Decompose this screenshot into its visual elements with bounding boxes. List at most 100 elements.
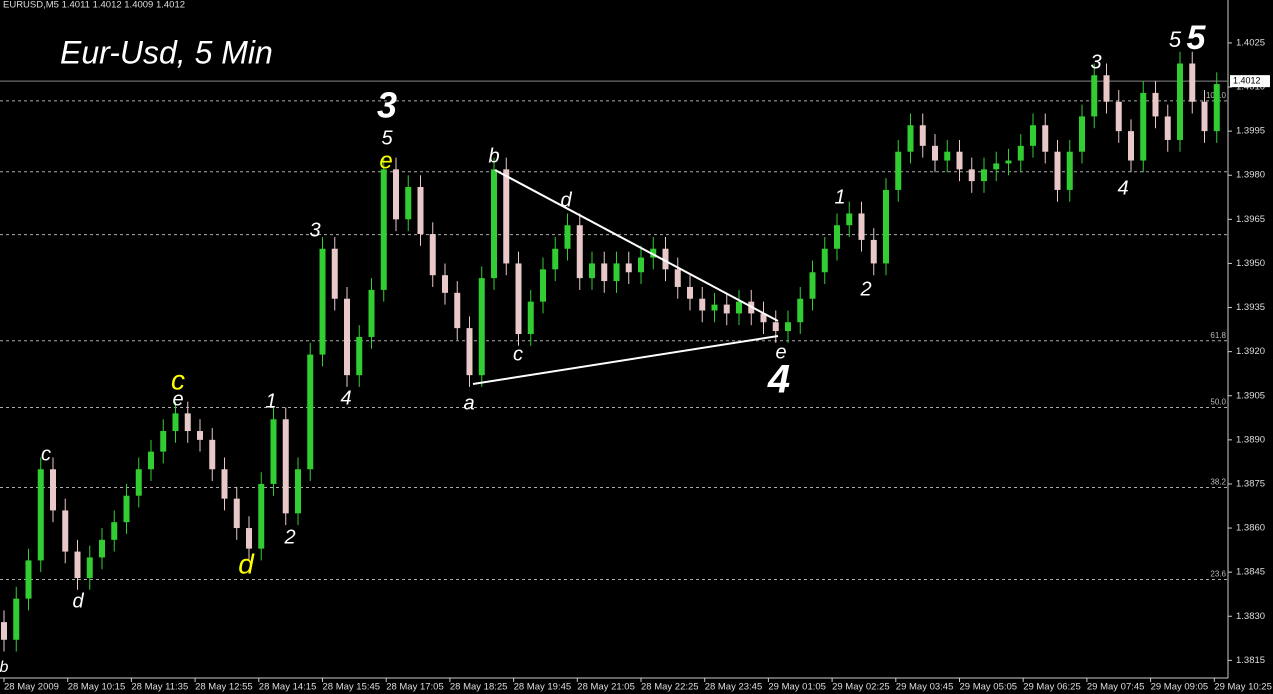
x-tick-label: 28 May 17:05 bbox=[386, 682, 444, 693]
x-tick-label: 28 May 21:05 bbox=[577, 682, 635, 693]
candle-body bbox=[417, 186, 424, 235]
candle-body bbox=[307, 354, 314, 470]
y-tick-label: 1.3860 bbox=[1236, 523, 1265, 534]
candle-body bbox=[1115, 101, 1122, 132]
candle-body bbox=[405, 186, 412, 220]
candle-body bbox=[797, 298, 804, 323]
candle-body bbox=[99, 539, 105, 558]
candle-body bbox=[993, 163, 1000, 170]
candle-body bbox=[1, 622, 7, 640]
candle-body bbox=[197, 431, 203, 440]
candle-body bbox=[491, 169, 497, 279]
candle-body bbox=[209, 439, 216, 470]
candle-body bbox=[968, 169, 975, 182]
wave-label: b bbox=[488, 145, 499, 167]
wave-label: c bbox=[41, 443, 51, 465]
candle-body bbox=[1128, 131, 1134, 161]
fib-level-label: 61.8 bbox=[1210, 331, 1226, 340]
wave-label: 5 bbox=[1169, 27, 1182, 52]
wave-label: 5 bbox=[1187, 19, 1207, 57]
candle-body bbox=[1017, 145, 1024, 161]
candle-body bbox=[944, 151, 951, 161]
candle-body bbox=[858, 213, 865, 240]
y-tick-label: 1.3830 bbox=[1236, 611, 1265, 622]
candle-body bbox=[589, 263, 595, 279]
candle-body bbox=[184, 413, 191, 432]
candle-body bbox=[13, 598, 20, 640]
x-tick-label: 29 May 10:25 bbox=[1214, 682, 1272, 693]
candle-body bbox=[1164, 116, 1171, 140]
wave-label: e bbox=[379, 147, 392, 174]
candle-body bbox=[442, 275, 448, 293]
candle-body bbox=[981, 169, 987, 182]
candle-body bbox=[50, 469, 56, 511]
candle-body bbox=[1189, 63, 1196, 102]
candle-body bbox=[515, 263, 522, 335]
candle-body bbox=[135, 469, 142, 496]
x-tick-label: 29 May 02:25 bbox=[832, 682, 890, 693]
candle-body bbox=[821, 248, 828, 273]
candle-body bbox=[1042, 125, 1049, 152]
fib-level-label: 50.0 bbox=[1210, 398, 1226, 407]
candle-body bbox=[564, 225, 571, 249]
candle-body bbox=[625, 263, 632, 273]
candle-body bbox=[478, 278, 485, 376]
candle-body bbox=[380, 169, 387, 290]
candle-body bbox=[674, 269, 681, 287]
candle-body bbox=[37, 469, 44, 561]
x-tick-label: 29 May 07:45 bbox=[1087, 682, 1145, 693]
candle-body bbox=[576, 225, 583, 279]
candle-body bbox=[1103, 75, 1110, 102]
candle-body bbox=[111, 522, 118, 540]
candle-body bbox=[1005, 160, 1012, 164]
y-tick-label: 1.3875 bbox=[1236, 478, 1265, 489]
x-tick-label: 29 May 03:45 bbox=[896, 682, 954, 693]
candle-body bbox=[368, 289, 375, 337]
triangle-lower bbox=[472, 335, 779, 385]
y-tick-label: 1.3935 bbox=[1236, 302, 1265, 313]
candle-body bbox=[282, 419, 289, 514]
candle-body bbox=[785, 322, 791, 332]
candle-body bbox=[736, 301, 742, 314]
wave-label: 4 bbox=[1117, 177, 1128, 199]
candle-body bbox=[650, 248, 657, 258]
y-tick-label: 1.3920 bbox=[1236, 346, 1265, 357]
wave-label: e bbox=[172, 388, 183, 410]
x-tick-label: 28 May 10:15 bbox=[68, 682, 126, 693]
candle-body bbox=[1177, 63, 1183, 140]
candle-body bbox=[883, 189, 889, 264]
x-tick-label: 29 May 06:25 bbox=[1023, 682, 1081, 693]
candle-body bbox=[1030, 125, 1036, 146]
candle-body bbox=[319, 248, 326, 355]
y-tick-label: 1.3905 bbox=[1236, 390, 1265, 401]
candle-body bbox=[662, 248, 669, 270]
candle-body bbox=[638, 257, 644, 273]
wave-label: 5 bbox=[381, 127, 393, 149]
price-tag-label: 1.4012 bbox=[1233, 76, 1261, 86]
wave-label: b bbox=[0, 659, 9, 676]
candle-body bbox=[772, 322, 779, 332]
candle-body bbox=[172, 413, 179, 432]
candle-body bbox=[393, 169, 399, 220]
y-tick-label: 1.3980 bbox=[1236, 170, 1265, 181]
fib-level-label: 23.6 bbox=[1210, 570, 1226, 579]
x-tick-label: 28 May 19:45 bbox=[514, 682, 572, 693]
wave-label: 3 bbox=[309, 219, 320, 241]
candle-body bbox=[258, 483, 265, 549]
candle-body bbox=[221, 469, 228, 499]
y-tick-label: 1.3995 bbox=[1236, 126, 1265, 137]
wave-label: a bbox=[463, 392, 474, 414]
candle-body bbox=[233, 498, 240, 529]
wave-label: 4 bbox=[340, 387, 351, 409]
candle-body bbox=[846, 213, 853, 226]
candle-body bbox=[331, 248, 338, 299]
candle-body bbox=[699, 298, 706, 311]
x-tick-label: 28 May 14:15 bbox=[259, 682, 317, 693]
candle-body bbox=[919, 125, 926, 146]
y-tick-label: 1.3965 bbox=[1236, 214, 1265, 225]
candle-body bbox=[1213, 84, 1220, 132]
x-tick-label: 28 May 23:45 bbox=[705, 682, 763, 693]
candle-body bbox=[907, 125, 914, 152]
candle-body bbox=[74, 551, 81, 579]
